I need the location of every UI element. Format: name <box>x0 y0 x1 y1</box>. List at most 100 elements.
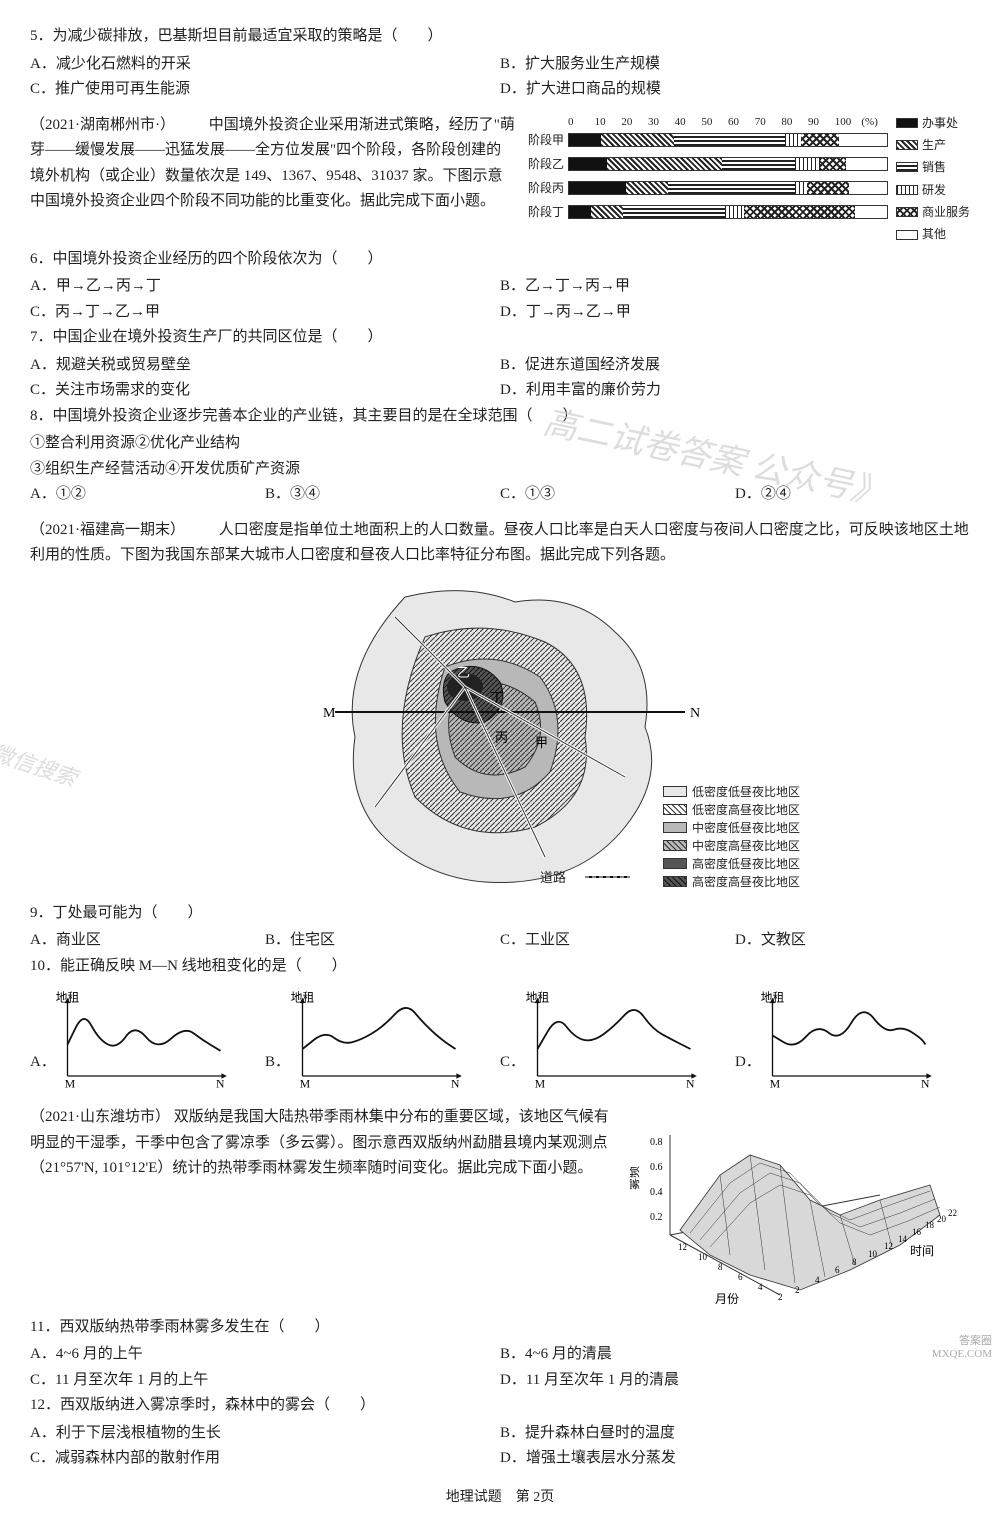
svg-text:4: 4 <box>815 1275 820 1285</box>
svg-text:6: 6 <box>835 1265 840 1275</box>
svg-text:0.2: 0.2 <box>650 1212 663 1223</box>
bar-axis: 010 2030 4050 6070 8090 100(%) <box>568 113 888 132</box>
map-figure: 微信搜索 M N 乙 丁 丙 甲 低密度低昼夜比地区 低密度高昼夜比地区 中密 <box>30 577 970 897</box>
q8-a[interactable]: A．①② <box>30 482 265 508</box>
map-legend: 低密度低昼夜比地区 低密度高昼夜比地区 中密度低昼夜比地区 中密度高昼夜比地区 … <box>663 783 800 891</box>
passage-b-src: （2021·湖南郴州市·） <box>30 117 175 133</box>
svg-text:N: N <box>690 706 700 721</box>
q5-a[interactable]: A．减少化石燃料的开采 <box>30 52 500 78</box>
svg-text:12: 12 <box>884 1241 893 1251</box>
svg-text:6: 6 <box>738 1272 743 1282</box>
q12-stem: 12．西双版纳进入雾凉季时，森林中的雾会（ ） <box>30 1393 970 1419</box>
svg-text:16: 16 <box>912 1227 922 1237</box>
q5-c[interactable]: C．推广使用可再生能源 <box>30 77 500 103</box>
q8-stem: 8．中国境外投资企业逐步完善本企业的产业链，其主要目的是在全球范围（ ） <box>30 404 970 430</box>
q11-d[interactable]: D．11 月至次年 1 月的清晨 <box>500 1368 970 1394</box>
svg-text:14: 14 <box>898 1234 908 1244</box>
q10-opt-d[interactable]: D． 地租 M N <box>735 985 970 1095</box>
q7-options: A．规避关税或贸易壁垒 B．促进东道国经济发展 C．关注市场需求的变化 D．利用… <box>30 353 970 404</box>
q6-options: A．甲→乙→丙→丁 B．乙→丁→丙→甲 C．丙→丁→乙→甲 D．丁→丙→乙→甲 <box>30 274 970 325</box>
passage-d: 0.8 0.6 0.4 0.2 雾频 月份 时间 1210 86 42 24 6… <box>30 1105 970 1315</box>
svg-text:雾频: 雾频 <box>630 1166 641 1190</box>
q5-d[interactable]: D．扩大进口商品的规模 <box>500 77 970 103</box>
bar-row: 阶段丁 <box>528 203 888 221</box>
q9-stem: 9．丁处最可能为（ ） <box>30 901 970 927</box>
q10-opt-b[interactable]: B． 地租 M N <box>265 985 500 1095</box>
q7-stem: 7．中国企业在境外投资生产厂的共同区位是（ ） <box>30 325 970 351</box>
page-footer: 地理试题 第 2页 <box>30 1486 970 1510</box>
q9-options: A．商业区 B．住宅区 C．工业区 D．文教区 <box>30 928 970 954</box>
q6-a[interactable]: A．甲→乙→丙→丁 <box>30 274 500 300</box>
svg-text:12: 12 <box>678 1242 687 1252</box>
bar-chart: 010 2030 4050 6070 8090 100(%) 阶段甲阶段乙阶段丙… <box>528 113 970 247</box>
svg-text:10: 10 <box>868 1249 878 1259</box>
svg-text:甲: 甲 <box>535 735 548 750</box>
svg-text:N: N <box>686 1078 695 1091</box>
plot3d: 0.8 0.6 0.4 0.2 雾频 月份 时间 1210 86 42 24 6… <box>630 1105 970 1315</box>
svg-text:2: 2 <box>778 1292 783 1302</box>
q6-c[interactable]: C．丙→丁→乙→甲 <box>30 300 500 326</box>
svg-text:N: N <box>216 1078 225 1091</box>
passage-c: （2021·福建高一期末） 人口密度是指单位土地面积上的人口数量。昼夜人口比率是… <box>30 518 970 569</box>
q8-line2: ③组织生产经营活动④开发优质矿产资源 <box>30 457 970 483</box>
svg-text:M: M <box>770 1078 781 1091</box>
q7-d[interactable]: D．利用丰富的廉价劳力 <box>500 378 970 404</box>
q7-b[interactable]: B．促进东道国经济发展 <box>500 353 970 379</box>
q6-d[interactable]: D．丁→丙→乙→甲 <box>500 300 970 326</box>
q9-c[interactable]: C．工业区 <box>500 928 735 954</box>
q11-b[interactable]: B．4~6 月的清晨 <box>500 1342 970 1368</box>
q8-d[interactable]: D．②④ <box>735 482 970 508</box>
q8-c[interactable]: C．①③ <box>500 482 735 508</box>
svg-text:M: M <box>65 1078 76 1091</box>
svg-text:22: 22 <box>948 1208 957 1218</box>
svg-text:N: N <box>921 1078 930 1091</box>
svg-text:M: M <box>323 706 336 721</box>
q8-options: A．①② B．③④ C．①③ D．②④ <box>30 482 970 508</box>
q12-a[interactable]: A．利于下层浅根植物的生长 <box>30 1421 500 1447</box>
q8-line1: ①整合利用资源②优化产业结构 <box>30 431 970 457</box>
corner-watermark: 答案圈MXQE.COM <box>932 1335 992 1361</box>
svg-text:20: 20 <box>937 1214 947 1224</box>
svg-text:10: 10 <box>698 1252 708 1262</box>
q10-stem: 10．能正确反映 M—N 线地租变化的是（ ） <box>30 954 970 980</box>
q11-a[interactable]: A．4~6 月的上午 <box>30 1342 500 1368</box>
svg-text:丙: 丙 <box>495 730 508 745</box>
bar-row: 阶段丙 <box>528 179 888 197</box>
svg-text:0.6: 0.6 <box>650 1162 663 1173</box>
svg-text:时间: 时间 <box>910 1244 934 1258</box>
passage-b-row: （2021·湖南郴州市·） 中国境外投资企业采用渐进式策略，经历了"萌芽——缓慢… <box>30 113 970 247</box>
q9-d[interactable]: D．文教区 <box>735 928 970 954</box>
q12-options: A．利于下层浅根植物的生长 B．提升森林白昼时的温度 C．减弱森林内部的散射作用… <box>30 1421 970 1472</box>
svg-text:8: 8 <box>852 1257 857 1267</box>
q7-c[interactable]: C．关注市场需求的变化 <box>30 378 500 404</box>
q5-stem: 5．为减少碳排放，巴基斯坦目前最适宜采取的策略是（ ） <box>30 24 970 50</box>
q5-b[interactable]: B．扩大服务业生产规模 <box>500 52 970 78</box>
q10-charts: A． 地租 M N B． 地租 M N C． 地租 M N D． 地租 <box>30 985 970 1095</box>
svg-text:8: 8 <box>718 1262 723 1272</box>
q12-d[interactable]: D．增强土壤表层水分蒸发 <box>500 1446 970 1472</box>
passage-c-src: （2021·福建高一期末） <box>30 522 185 538</box>
q12-c[interactable]: C．减弱森林内部的散射作用 <box>30 1446 500 1472</box>
q11-stem: 11．西双版纳热带季雨林雾多发生在（ ） <box>30 1315 970 1341</box>
svg-text:乙: 乙 <box>457 665 470 680</box>
q12-b[interactable]: B．提升森林白昼时的温度 <box>500 1421 970 1447</box>
q10-opt-c[interactable]: C． 地租 M N <box>500 985 735 1095</box>
svg-text:18: 18 <box>925 1220 935 1230</box>
q7-a[interactable]: A．规避关税或贸易壁垒 <box>30 353 500 379</box>
road-label: 道路 <box>540 867 566 889</box>
q9-b[interactable]: B．住宅区 <box>265 928 500 954</box>
bar-legend: 办事处 生产 销售 研发 商业服务 其他 <box>896 113 970 247</box>
q9-a[interactable]: A．商业区 <box>30 928 265 954</box>
bar-row: 阶段甲 <box>528 131 888 149</box>
svg-text:N: N <box>451 1078 460 1091</box>
bar-row: 阶段乙 <box>528 155 888 173</box>
q8-b[interactable]: B．③④ <box>265 482 500 508</box>
q11-c[interactable]: C．11 月至次年 1 月的上午 <box>30 1368 500 1394</box>
watermark-a: 微信搜索 <box>0 734 82 797</box>
q6-b[interactable]: B．乙→丁→丙→甲 <box>500 274 970 300</box>
svg-text:M: M <box>535 1078 546 1091</box>
svg-text:M: M <box>300 1078 311 1091</box>
svg-text:2: 2 <box>795 1285 800 1295</box>
q10-opt-a[interactable]: A． 地租 M N <box>30 985 265 1095</box>
svg-text:0.4: 0.4 <box>650 1187 663 1198</box>
